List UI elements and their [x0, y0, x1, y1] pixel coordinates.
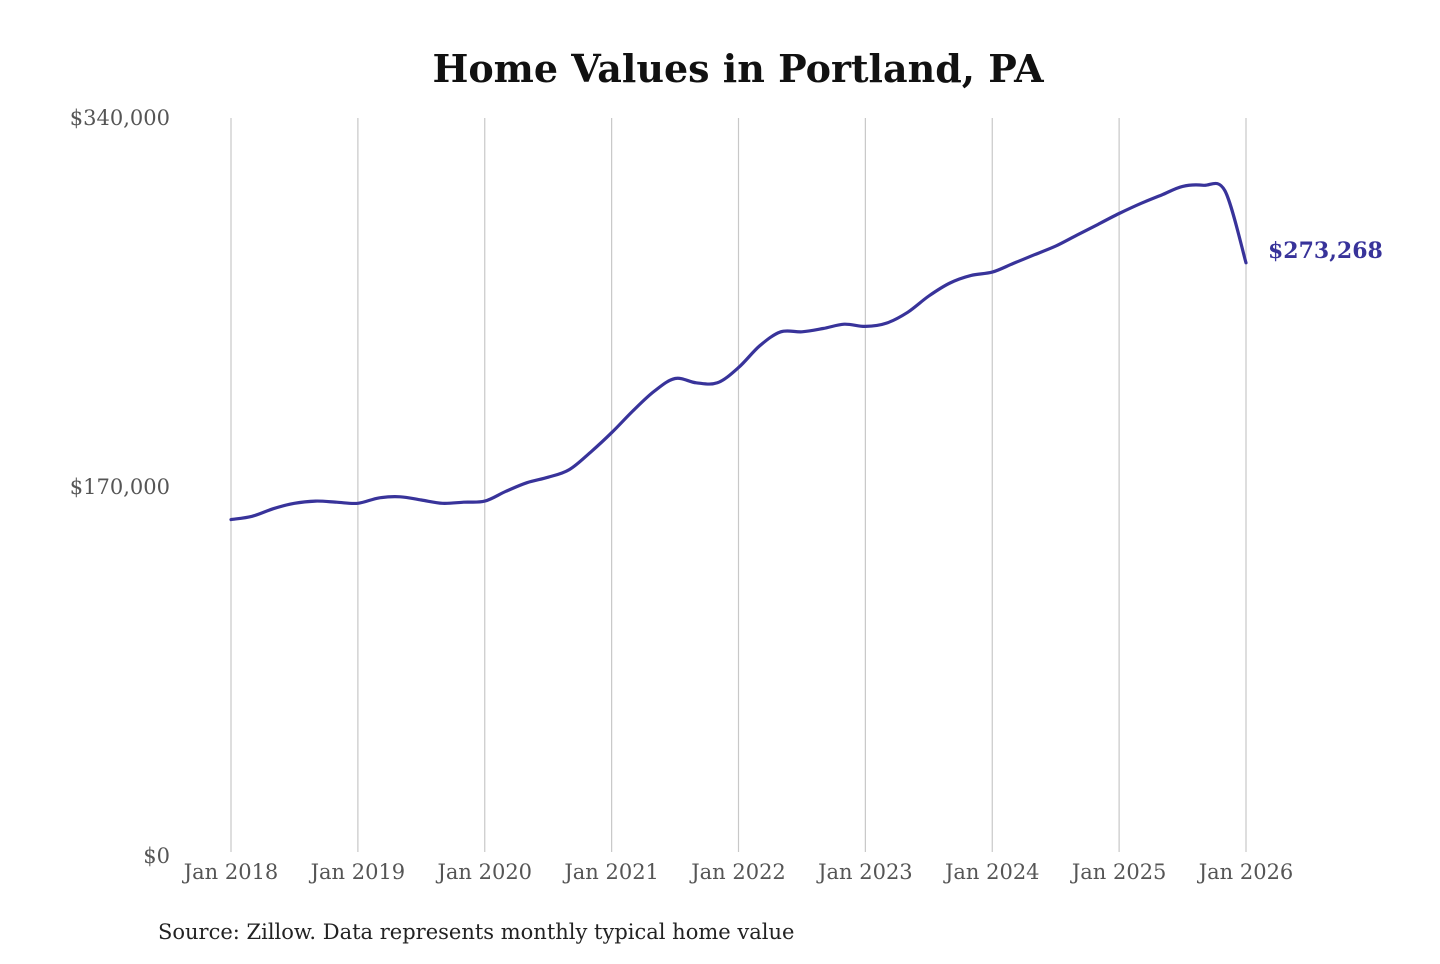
x-tick-label: Jan 2018 — [182, 860, 279, 884]
x-tick-label: Jan 2025 — [1070, 860, 1167, 884]
chart-title: Home Values in Portland, PA — [432, 46, 1044, 91]
x-axis-ticks: Jan 2018 Jan 2019 Jan 2020 Jan 2021 Jan 2022… — [182, 860, 1294, 884]
x-tick-label: Jan 2022 — [689, 860, 786, 884]
end-value-label: $273,268 — [1268, 238, 1383, 264]
y-tick-label: $0 — [143, 844, 170, 868]
source-note: Source: Zillow. Data represents monthly … — [158, 920, 794, 944]
x-tick-label: Jan 2026 — [1197, 860, 1294, 884]
x-tick-label: Jan 2019 — [309, 860, 406, 884]
x-tick-label: Jan 2020 — [435, 860, 532, 884]
y-tick-label: $340,000 — [70, 106, 170, 130]
y-axis-ticks: $0 $170,000 $340,000 — [70, 106, 170, 868]
x-tick-label: Jan 2023 — [816, 860, 913, 884]
grid-lines — [230, 118, 1247, 852]
x-tick-label: Jan 2021 — [562, 860, 659, 884]
y-tick-label: $170,000 — [70, 475, 170, 499]
x-tick-label: Jan 2024 — [943, 860, 1040, 884]
series-line — [229, 181, 1248, 522]
